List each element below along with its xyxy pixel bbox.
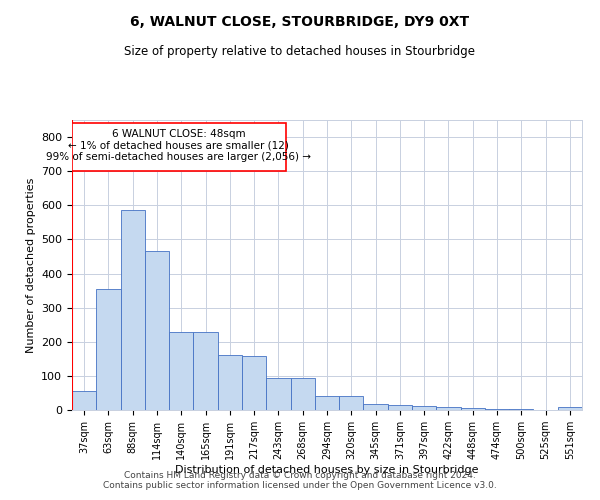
Bar [461, 408, 485, 410]
Bar [72, 391, 96, 410]
Text: 6, WALNUT CLOSE, STOURBRIDGE, DY9 0XT: 6, WALNUT CLOSE, STOURBRIDGE, DY9 0XT [130, 15, 470, 29]
Bar [96, 289, 121, 410]
Bar [290, 378, 315, 410]
Bar [412, 406, 436, 410]
Bar [388, 404, 412, 410]
Text: ← 1% of detached houses are smaller (12): ← 1% of detached houses are smaller (12) [68, 140, 289, 150]
Bar [558, 408, 582, 410]
Text: Contains HM Land Registry data © Crown copyright and database right 2024.
Contai: Contains HM Land Registry data © Crown c… [103, 470, 497, 490]
Bar [364, 404, 388, 410]
Bar [485, 408, 509, 410]
Bar [169, 332, 193, 410]
Bar [339, 396, 364, 410]
FancyBboxPatch shape [72, 124, 286, 171]
Y-axis label: Number of detached properties: Number of detached properties [26, 178, 35, 352]
Bar [266, 378, 290, 410]
Bar [145, 252, 169, 410]
Text: 99% of semi-detached houses are larger (2,056) →: 99% of semi-detached houses are larger (… [46, 152, 311, 162]
Text: 6 WALNUT CLOSE: 48sqm: 6 WALNUT CLOSE: 48sqm [112, 128, 245, 138]
Text: Size of property relative to detached houses in Stourbridge: Size of property relative to detached ho… [125, 45, 476, 58]
Bar [436, 406, 461, 410]
Bar [121, 210, 145, 410]
Bar [242, 356, 266, 410]
Bar [193, 332, 218, 410]
Bar [315, 396, 339, 410]
X-axis label: Distribution of detached houses by size in Stourbridge: Distribution of detached houses by size … [175, 465, 479, 475]
Bar [218, 356, 242, 410]
